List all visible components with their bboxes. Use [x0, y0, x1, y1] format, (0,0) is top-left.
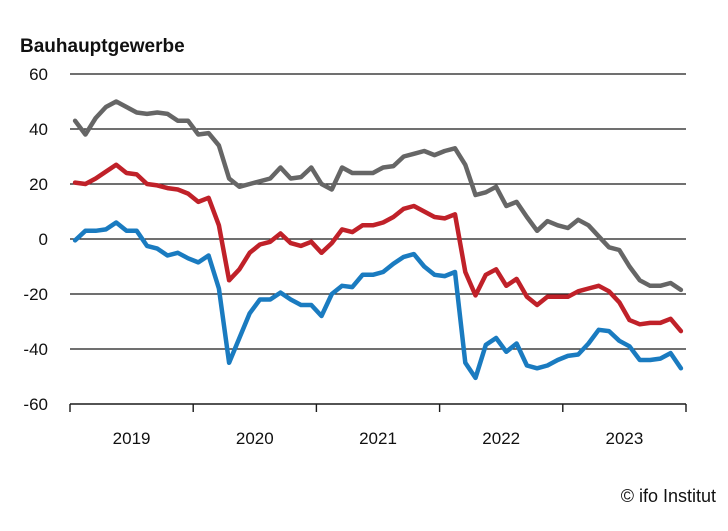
series-line-1: [72, 99, 684, 293]
y-axis-tick-labels: 60 40 20 0 -20 -40 -60: [23, 65, 48, 414]
series-line-2: [72, 162, 684, 334]
y-tick-label: 0: [39, 230, 48, 249]
series-line-3: [72, 220, 684, 381]
series-lines: [72, 99, 684, 381]
y-tick-label: 40: [29, 120, 48, 139]
chart-title: Bauhauptgewerbe: [20, 36, 185, 57]
x-tick-label: 2021: [359, 429, 397, 448]
gridlines: [70, 73, 686, 350]
x-tick-label: 2022: [482, 429, 520, 448]
x-tick-label: 2020: [236, 429, 274, 448]
x-tick-label: 2023: [605, 429, 643, 448]
y-tick-label: -20: [23, 285, 48, 304]
y-tick-label: 60: [29, 65, 48, 84]
credit-text: © ifo Institut: [621, 486, 716, 506]
y-tick-label: -40: [23, 340, 48, 359]
y-tick-label: -60: [23, 395, 48, 414]
x-tick-label: 2019: [113, 429, 151, 448]
y-tick-label: 20: [29, 175, 48, 194]
x-axis: 2019 2020 2021 2022 2023: [69, 403, 687, 448]
